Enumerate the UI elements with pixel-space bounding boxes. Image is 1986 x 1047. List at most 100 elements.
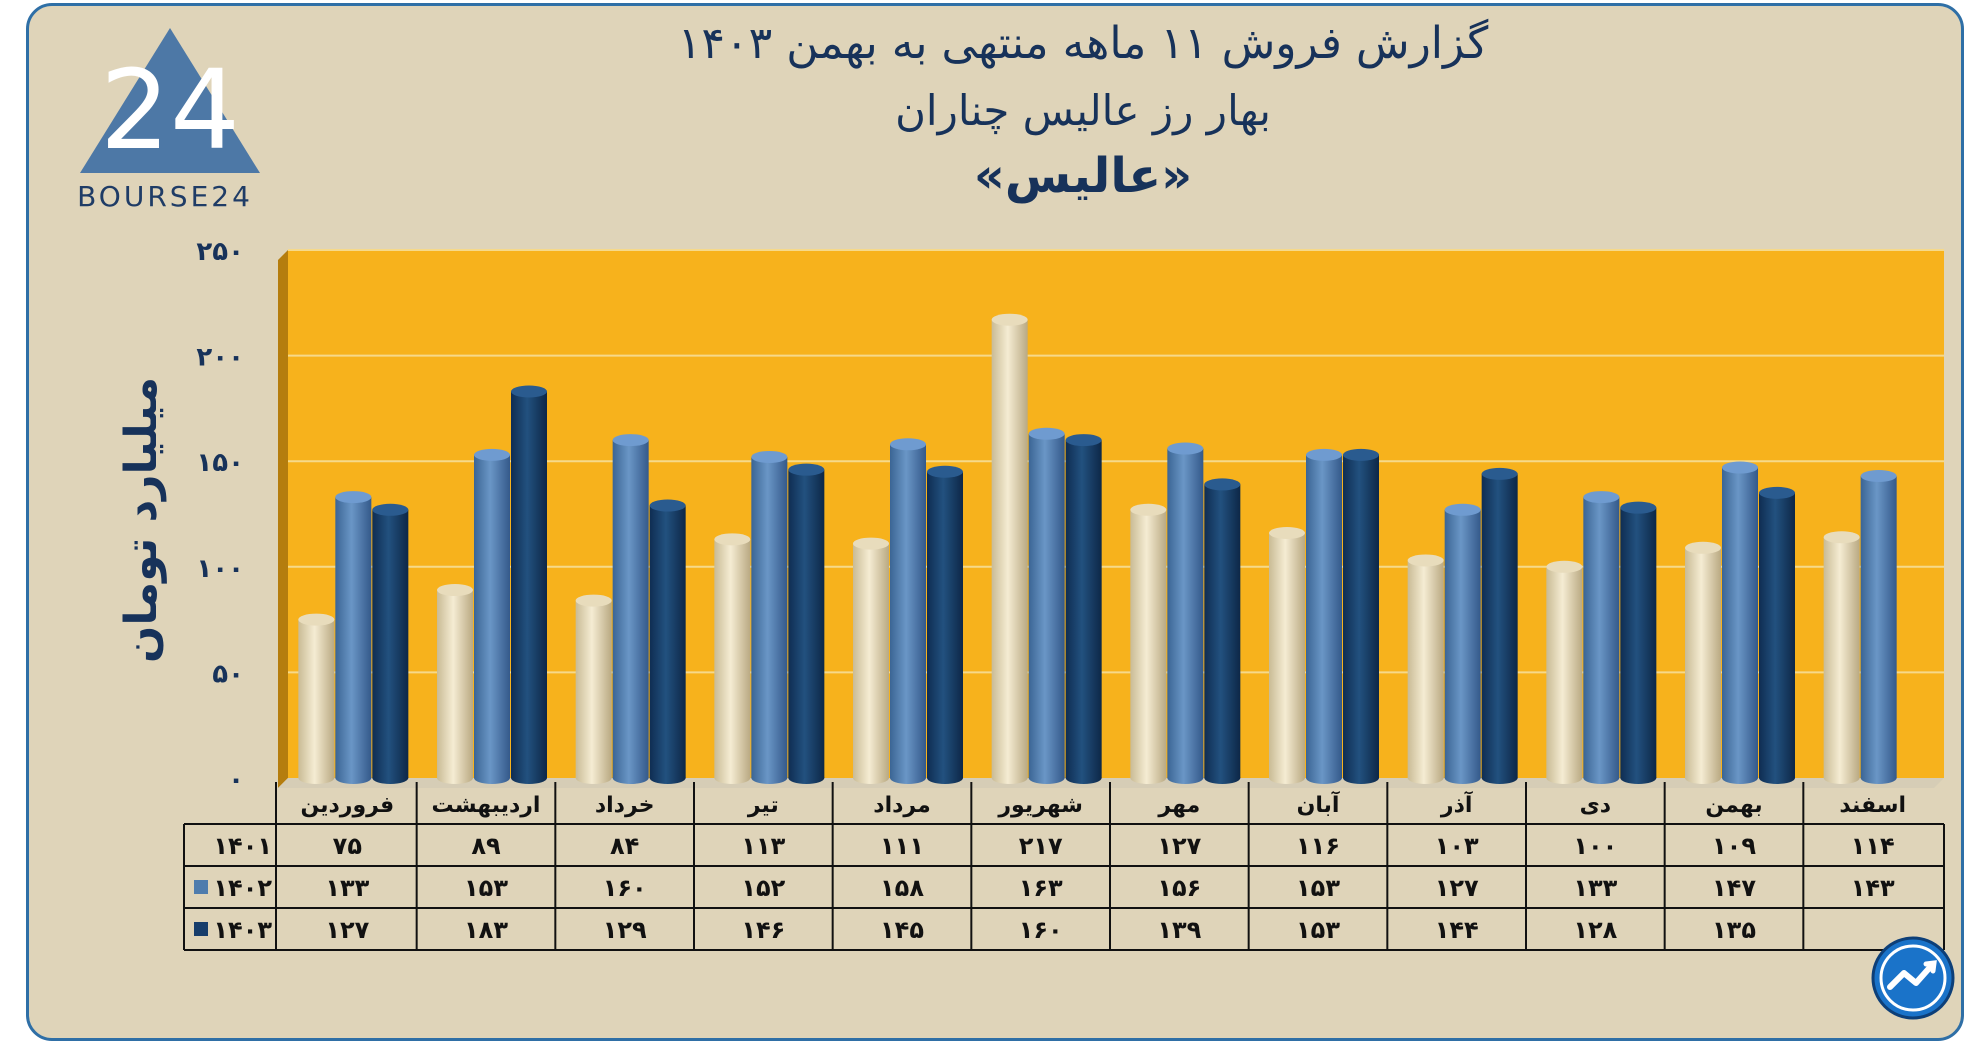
bar-top [1759, 486, 1795, 499]
bar-top [1620, 501, 1657, 514]
bar [927, 471, 963, 778]
y-tick-label: ۱۰۰ [196, 554, 244, 584]
bar-base [298, 772, 335, 784]
data-label: ۸۹ [471, 832, 501, 860]
bar-base [1130, 772, 1167, 784]
legend-entry: ۱۴۰۲ [213, 874, 272, 902]
bar [511, 391, 547, 778]
data-label: ۱۲۸ [1573, 916, 1617, 944]
bar-base [1759, 772, 1795, 784]
bar [372, 509, 409, 778]
data-label: ۱۶۰ [1019, 916, 1063, 944]
bar [1204, 484, 1241, 778]
data-label: ۱۱۶ [1296, 832, 1340, 860]
bar-top [991, 313, 1028, 326]
x-tick-label: خرداد [595, 793, 655, 818]
data-label: ۲۱۷ [1019, 832, 1063, 860]
bar-base [649, 772, 686, 784]
data-label: ۱۴۴ [1435, 916, 1479, 944]
bar-base [853, 772, 889, 784]
bourse24-logo: 24 [80, 28, 260, 174]
x-tick-label: تیر [747, 793, 779, 818]
data-label: ۱۱۴ [1851, 832, 1895, 860]
legend-swatch [194, 880, 208, 894]
bar [575, 600, 612, 778]
logo-text: BOURSE24 [77, 180, 253, 213]
bar-top [1269, 527, 1305, 540]
bar-base [612, 772, 649, 784]
bar-top [853, 537, 889, 550]
legend-swatch [194, 922, 208, 936]
x-tick-label: مرداد [873, 793, 930, 818]
bar [649, 505, 686, 778]
bar [1722, 467, 1758, 778]
data-label: ۱۱۱ [880, 832, 924, 860]
bar-base [1823, 772, 1860, 784]
x-tick-label: شهریور [997, 793, 1083, 818]
data-label: ۱۶۳ [1019, 874, 1063, 902]
bar-base [788, 772, 825, 784]
data-label: ۱۳۹ [1157, 916, 1201, 944]
bar [298, 619, 335, 778]
bar-base [474, 772, 510, 784]
svg-text:24: 24 [100, 46, 240, 174]
bar [1444, 509, 1481, 778]
data-label: ۱۵۲ [741, 874, 785, 902]
bar [853, 543, 889, 778]
bar-top [1306, 448, 1342, 461]
bar-top [1444, 503, 1481, 516]
bar-base [1481, 772, 1518, 784]
bar [612, 440, 649, 778]
legend-entry: ۱۴۰۱ [213, 832, 272, 860]
trend-badge-icon [1871, 936, 1955, 1020]
bar-base [1722, 772, 1758, 784]
bar [1065, 440, 1102, 778]
plot-area [288, 250, 1944, 778]
x-tick-label: اسفند [1839, 793, 1906, 818]
data-label: ۱۴۷ [1712, 874, 1756, 902]
chart-title: گزارش فروش ۱۱ ماهه منتهی به بهمن ۱۴۰۳ [677, 18, 1489, 69]
bar [437, 590, 473, 778]
data-label: ۱۲۷ [325, 916, 369, 944]
bar-base [1065, 772, 1102, 784]
bar-base [751, 772, 788, 784]
bar-base [1407, 772, 1444, 784]
bar-top [788, 463, 825, 476]
bar-base [927, 772, 963, 784]
bar [1028, 433, 1065, 778]
bar-base [1269, 772, 1305, 784]
bar-top [649, 499, 686, 512]
bar-top [298, 613, 335, 626]
bar-top [437, 584, 473, 597]
x-tick-label: مهر [1157, 793, 1200, 818]
bar-base [372, 772, 409, 784]
bar-top [1583, 491, 1620, 504]
legend-entry: ۱۴۰۳ [213, 916, 272, 944]
bar [1269, 533, 1305, 778]
data-label: ۱۳۵ [1712, 916, 1756, 944]
data-label: ۱۰۳ [1435, 832, 1479, 860]
bar [1860, 475, 1897, 778]
data-label: ۱۳۳ [325, 874, 369, 902]
bar [751, 456, 788, 778]
bar-base [1204, 772, 1241, 784]
y-tick-label: ۵۰ [212, 659, 244, 689]
data-label: ۱۵۳ [1296, 916, 1340, 944]
bar [1823, 537, 1860, 778]
bar-base [714, 772, 751, 784]
bar-top [751, 450, 788, 463]
bar-base [1167, 772, 1204, 784]
y-tick-label: ۲۵۰ [196, 237, 244, 267]
bar-base [1546, 772, 1583, 784]
data-label: ۱۱۳ [741, 832, 785, 860]
bar [1343, 454, 1379, 778]
data-label: ۱۲۹ [603, 916, 647, 944]
x-tick-label: دی [1580, 793, 1611, 818]
data-label: ۱۴۳ [1851, 874, 1895, 902]
x-tick-label: آذر [1440, 790, 1473, 818]
data-label: ۱۶۰ [603, 874, 647, 902]
bar [474, 454, 510, 778]
bar-top [890, 438, 926, 451]
bar-top [1860, 469, 1897, 482]
